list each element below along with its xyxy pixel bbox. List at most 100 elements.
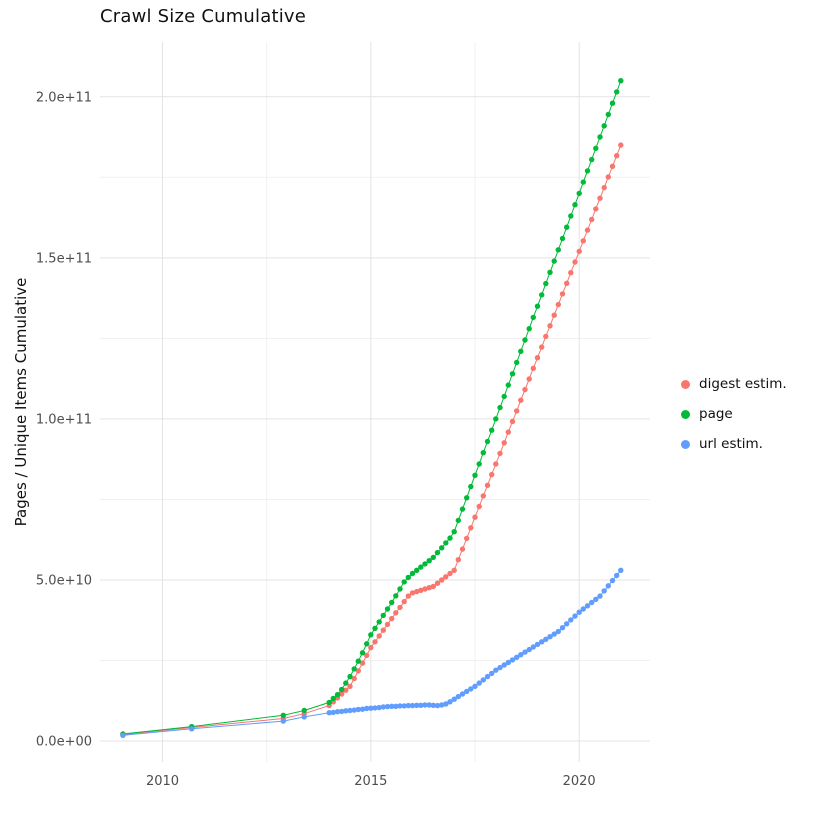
data-point [518, 397, 524, 403]
data-point [601, 123, 607, 129]
data-point [430, 702, 436, 708]
data-point [493, 416, 499, 422]
data-point [564, 224, 570, 230]
legend-item-digest-estim: digest estim. [681, 376, 787, 392]
data-point [589, 156, 595, 163]
data-point [384, 621, 391, 628]
data-point [589, 599, 595, 606]
data-point [530, 644, 536, 650]
data-point [468, 686, 474, 692]
data-point [539, 344, 545, 350]
data-point [326, 710, 332, 716]
data-point [505, 382, 511, 388]
data-point [543, 636, 549, 642]
data-point [593, 145, 599, 151]
y-axis-tick-label: 5.0e+10 [36, 573, 92, 588]
data-point [351, 675, 357, 682]
data-point [389, 703, 395, 709]
data-point [472, 683, 478, 689]
data-point [464, 535, 470, 542]
data-point [514, 654, 520, 660]
data-point [489, 670, 495, 677]
data-point [559, 291, 566, 297]
data-point [555, 301, 561, 308]
data-point [564, 280, 570, 286]
data-point [347, 673, 353, 680]
data-point [509, 418, 516, 425]
data-point [409, 590, 416, 596]
data-point [343, 680, 349, 686]
data-point [580, 606, 586, 612]
data-point [547, 323, 553, 329]
data-point [418, 564, 424, 570]
data-point [347, 707, 353, 714]
data-point [422, 561, 428, 567]
data-point [489, 471, 495, 478]
data-point [530, 365, 536, 371]
data-point [397, 586, 403, 592]
data-point [609, 100, 616, 106]
data-point [405, 702, 411, 709]
data-point [593, 206, 599, 212]
data-point [468, 525, 474, 531]
data-point [301, 714, 307, 720]
data-point [430, 583, 436, 590]
data-point [343, 708, 349, 714]
data-point [426, 702, 432, 708]
data-point [364, 641, 370, 647]
data-point [439, 545, 445, 551]
data-point [430, 554, 436, 561]
data-point [522, 337, 528, 343]
data-point [368, 705, 374, 711]
data-point [530, 314, 536, 321]
data-point [384, 606, 391, 612]
data-point [493, 461, 499, 467]
data-point [455, 557, 461, 563]
data-point [439, 577, 445, 583]
data-point [580, 179, 586, 185]
data-point [476, 503, 482, 510]
data-point [401, 579, 407, 585]
data-point [355, 668, 361, 674]
legend-item-url-estim: url estim. [681, 436, 787, 452]
data-point [551, 258, 557, 264]
data-point [439, 702, 445, 708]
data-point [497, 404, 503, 411]
data-point [618, 78, 624, 84]
data-point [522, 649, 528, 655]
data-point [368, 644, 374, 651]
page-dot-icon [681, 409, 690, 419]
data-point [584, 603, 591, 609]
data-point [589, 216, 595, 223]
data-point [580, 238, 586, 244]
x-axis-tick-label: 2010 [146, 774, 179, 789]
data-point [509, 371, 516, 377]
data-point [330, 709, 336, 716]
data-point [364, 652, 370, 659]
data-point [476, 680, 482, 686]
data-point [601, 588, 607, 594]
data-point [576, 190, 582, 197]
data-point [509, 657, 516, 663]
data-point [609, 163, 616, 169]
data-point [451, 696, 457, 702]
data-point [380, 627, 386, 633]
data-point [414, 702, 420, 708]
data-point [443, 540, 449, 546]
data-point [547, 634, 553, 640]
data-point [343, 687, 349, 693]
data-point [459, 691, 466, 697]
data-point [443, 701, 449, 707]
data-point [422, 702, 428, 708]
data-point [572, 202, 578, 208]
y-axis-tick-label: 2.0e+11 [36, 90, 92, 105]
data-point [514, 408, 520, 414]
data-point [418, 587, 424, 593]
data-point [555, 628, 561, 635]
data-point [405, 574, 411, 581]
data-point [280, 712, 286, 718]
data-point [472, 472, 478, 478]
data-point [480, 677, 486, 683]
data-point [339, 686, 345, 693]
